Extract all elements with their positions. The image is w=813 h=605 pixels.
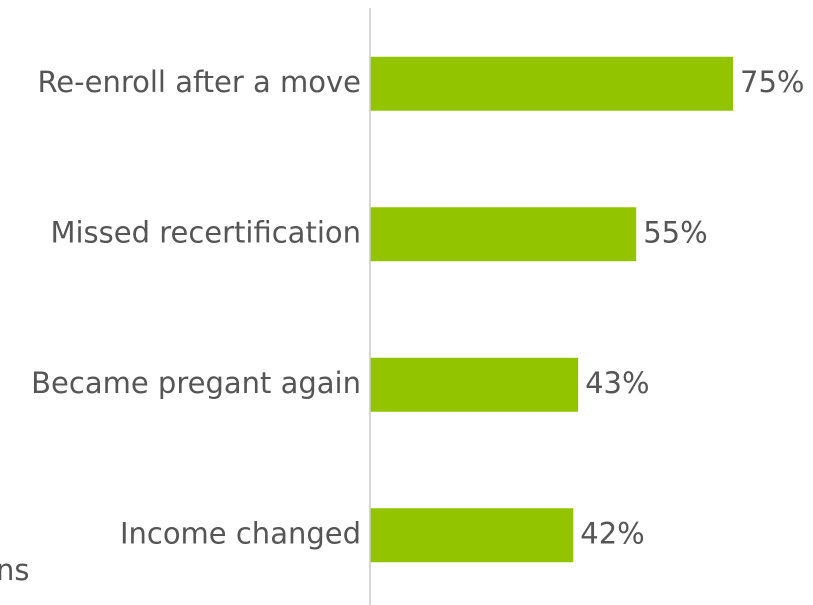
value-label: 42% xyxy=(580,516,644,550)
category-label: Became pregant again xyxy=(31,366,361,400)
value-label: 43% xyxy=(585,366,649,400)
category-label: Income changed xyxy=(120,516,361,550)
value-label: 55% xyxy=(643,215,707,249)
value-label: 75% xyxy=(740,65,804,99)
category-label: Re-enroll after a move xyxy=(37,65,361,99)
category-label: Missed recertification xyxy=(50,215,361,249)
annotation: ns xyxy=(0,553,30,587)
bar xyxy=(370,508,574,563)
bar xyxy=(370,56,733,111)
bar xyxy=(370,207,637,262)
bar xyxy=(370,357,579,412)
